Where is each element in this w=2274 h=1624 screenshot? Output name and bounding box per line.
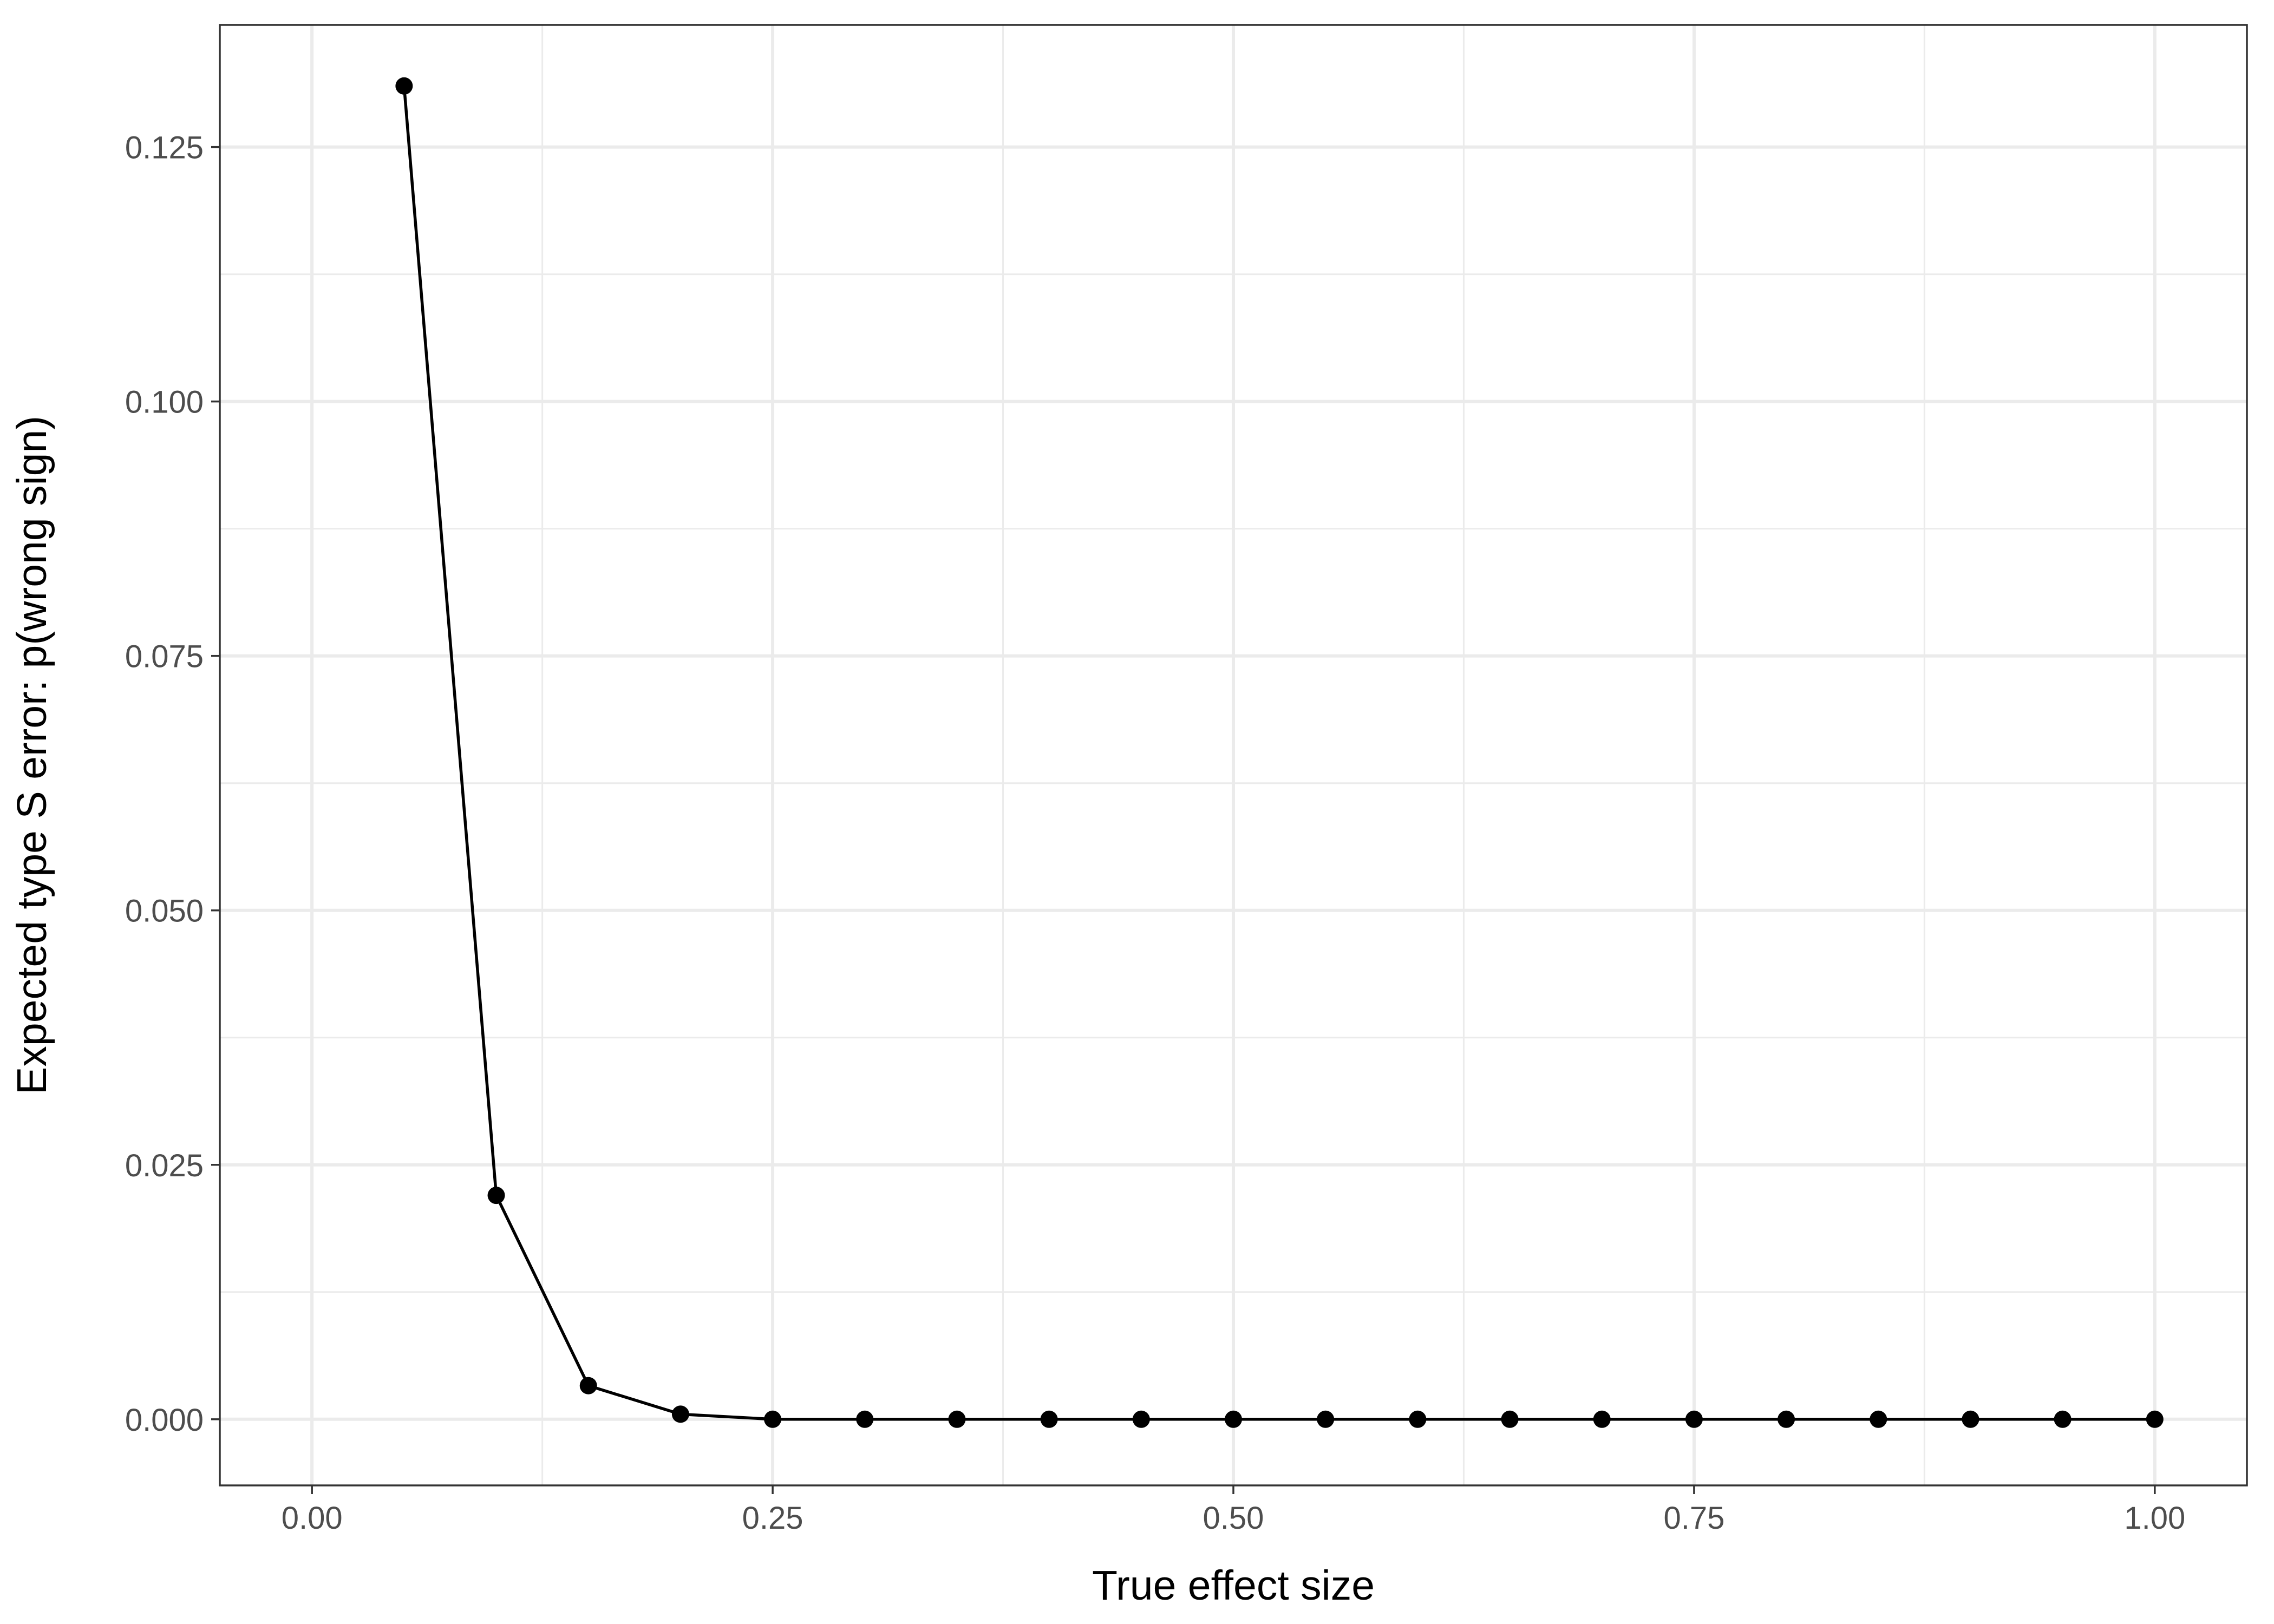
y-axis: 0.000 0.025 0.050 0.075 0.100 0.125 [125, 130, 220, 1438]
x-tick-label: 1.00 [2124, 1501, 2185, 1536]
y-tick-label: 0.025 [125, 1148, 204, 1183]
major-gridlines [220, 25, 2247, 1485]
data-point [1593, 1410, 1611, 1428]
data-point [1225, 1410, 1242, 1428]
data-point [856, 1410, 874, 1428]
series-line [402, 86, 2155, 1421]
data-point [1778, 1410, 1795, 1428]
data-point [1409, 1410, 1427, 1428]
data-point [1317, 1410, 1335, 1428]
data-point [487, 1187, 505, 1204]
x-tick-label: 0.00 [282, 1501, 343, 1536]
data-point [395, 77, 413, 95]
x-axis-title: True effect size [1092, 1562, 1375, 1609]
x-tick-label: 0.50 [1203, 1501, 1264, 1536]
data-point [1040, 1410, 1058, 1428]
x-tick-label: 0.25 [742, 1501, 803, 1536]
data-point [2146, 1410, 2164, 1428]
data-point [2054, 1410, 2072, 1428]
y-tick-label: 0.125 [125, 130, 204, 166]
y-axis-title: Expected type S error: p(wrong sign) [9, 416, 55, 1095]
data-point [579, 1377, 597, 1394]
x-tick-label: 0.75 [1663, 1501, 1724, 1536]
x-axis: 0.00 0.25 0.50 0.75 1.00 [282, 1485, 2185, 1536]
data-point [671, 1405, 689, 1423]
data-point [1962, 1410, 1979, 1428]
data-point [1685, 1410, 1703, 1428]
data-point [764, 1410, 782, 1428]
data-point [1501, 1410, 1519, 1428]
series-layer [395, 77, 2164, 1428]
data-point [1132, 1410, 1150, 1428]
y-tick-label: 0.075 [125, 639, 204, 675]
data-point [1870, 1410, 1887, 1428]
y-tick-label: 0.050 [125, 894, 204, 929]
data-point [948, 1410, 966, 1428]
y-tick-label: 0.100 [125, 385, 204, 420]
y-tick-label: 0.000 [125, 1403, 204, 1438]
